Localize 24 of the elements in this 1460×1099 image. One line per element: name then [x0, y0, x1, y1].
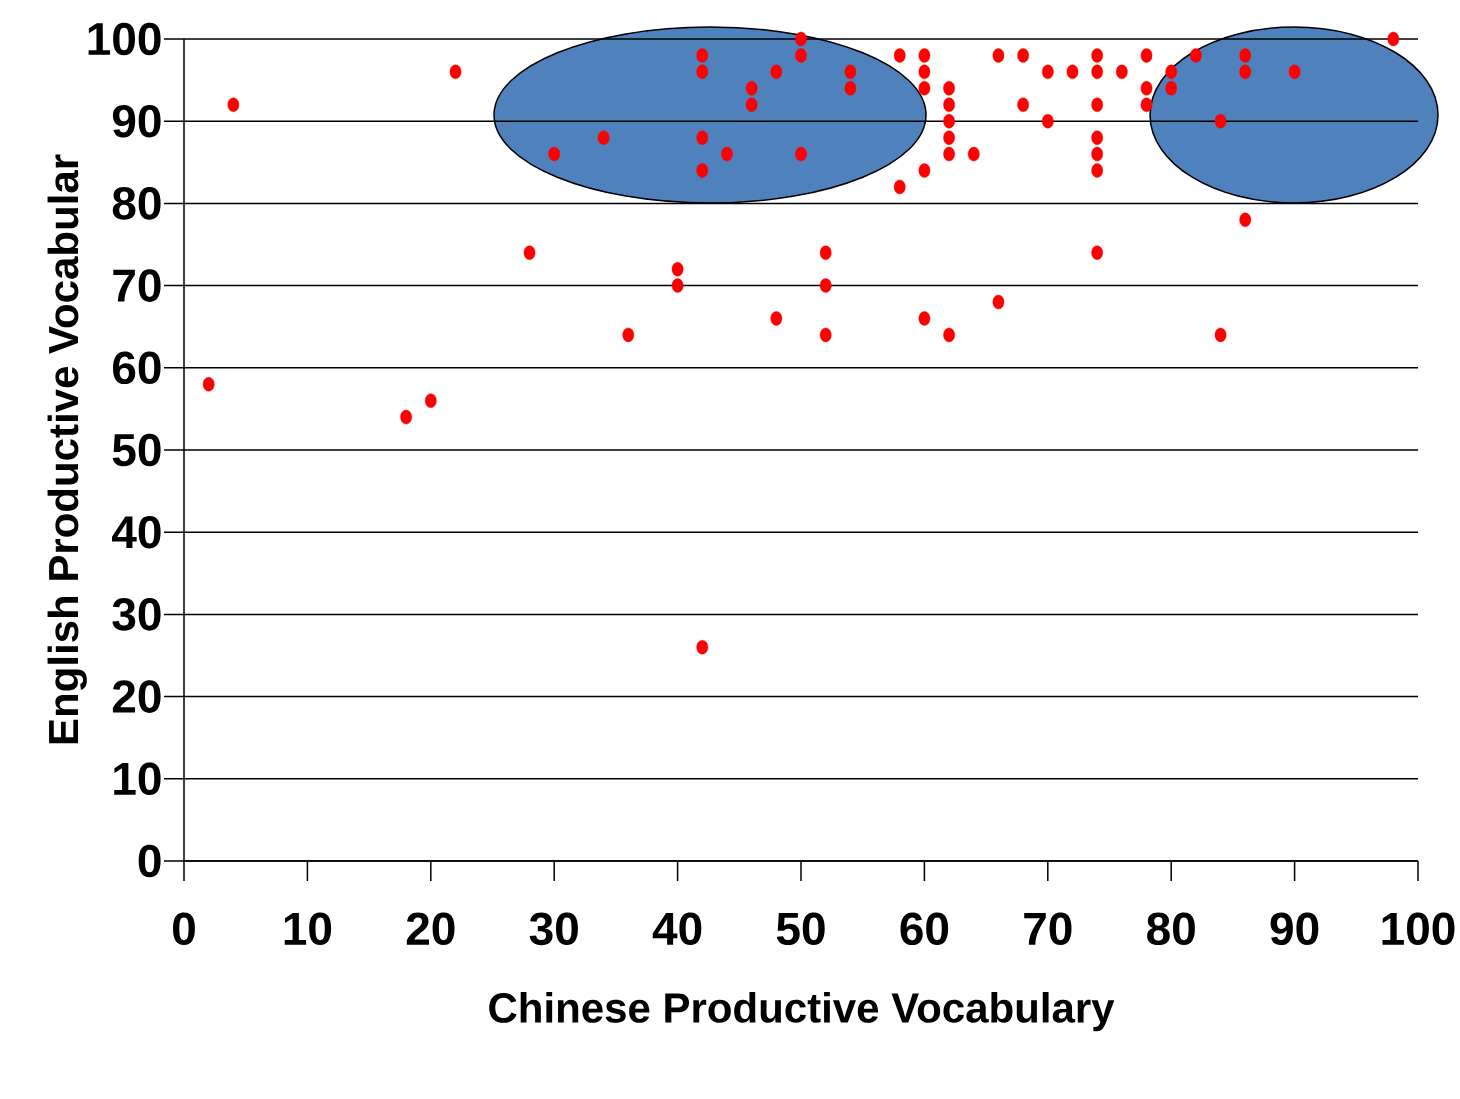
x-tick-label: 30	[529, 912, 578, 946]
x-tick-label: 0	[173, 912, 195, 946]
y-tick-label: 80	[112, 187, 161, 220]
y-axis-title: English Productive Vocabular	[47, 154, 87, 744]
y-tick-label: 40	[112, 515, 161, 549]
x-tick-label: 70	[1024, 912, 1072, 946]
y-tick-label: 60	[113, 351, 161, 385]
x-tick-label: 80	[1147, 912, 1195, 946]
y-tick-label: 20	[112, 680, 161, 713]
x-tick-label: 10	[284, 912, 332, 946]
y-tick-label: 0	[138, 844, 161, 878]
x-tick-label: 100	[1382, 912, 1455, 946]
x-axis-title: Chinese Productive Vocabulary	[489, 991, 1115, 1032]
x-tick-label: 40	[652, 912, 702, 946]
y-tick-label: 10	[114, 762, 161, 796]
x-tick-label: 20	[406, 912, 455, 946]
y-tick-label: 90	[112, 104, 161, 138]
x-tick-label: 60	[900, 912, 949, 946]
y-tick-label: 70	[113, 269, 161, 302]
y-tick-label: 100	[88, 22, 161, 56]
y-tick-label: 50	[112, 433, 161, 467]
x-tick-label: 50	[776, 912, 825, 946]
x-tick-label: 90	[1270, 912, 1319, 946]
y-tick-label: 30	[112, 598, 161, 631]
